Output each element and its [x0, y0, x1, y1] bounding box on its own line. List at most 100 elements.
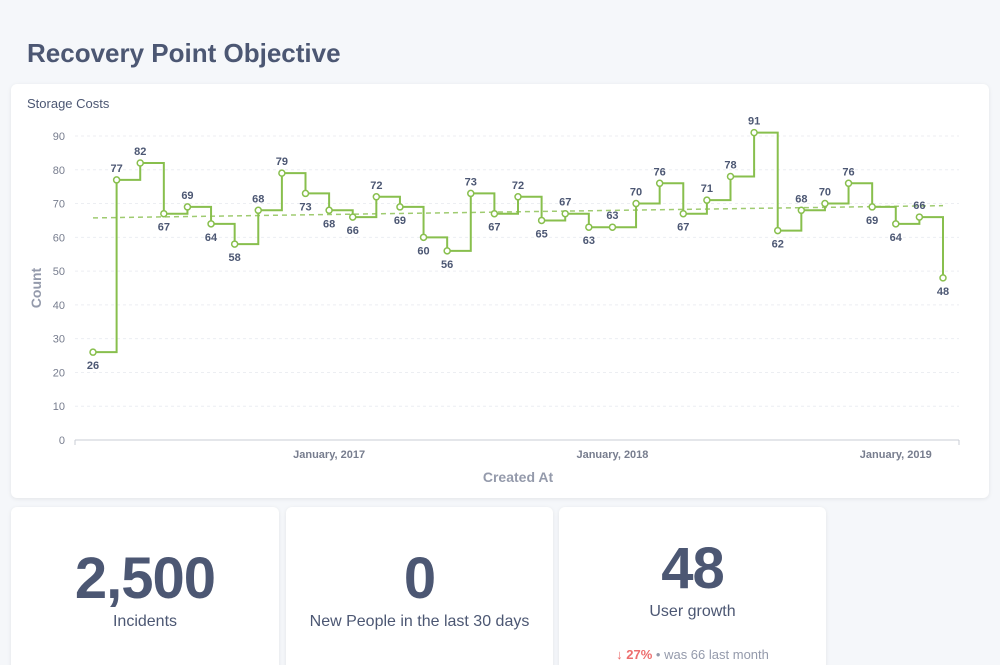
data-label: 58 [229, 252, 241, 264]
data-point [679, 209, 688, 218]
data-label: 73 [299, 201, 311, 213]
data-point [325, 206, 333, 215]
data-point [183, 203, 192, 211]
data-point [915, 213, 924, 221]
data-label: 91 [748, 116, 760, 128]
data-point [703, 196, 711, 204]
data-point [396, 203, 404, 211]
data-label: 72 [512, 180, 524, 192]
data-point [561, 209, 569, 218]
y-tick-label: 10 [53, 401, 65, 413]
scalar-label: New People in the last 30 days [309, 613, 530, 630]
data-point [726, 172, 735, 181]
data-point [443, 247, 451, 255]
data-point [254, 206, 263, 215]
data-point [632, 199, 640, 208]
data-point [750, 128, 758, 137]
data-point [372, 193, 381, 201]
chart-card: Storage Costs 0 10 20 30 40 50 60 70 80 90 January… [11, 84, 989, 498]
trend-previous: was 66 [664, 647, 706, 662]
data-point [136, 159, 144, 167]
scalar-card-new-people[interactable]: 0 New People in the last 30 days [286, 507, 553, 665]
x-tick-label: January, 2017 [293, 449, 365, 461]
scalar-label: Incidents [112, 613, 178, 630]
data-point [301, 189, 310, 198]
scalar-card-user-growth[interactable]: 48 User growth ↓ 27% • was 66 last month [559, 507, 826, 665]
data-point [939, 274, 947, 282]
step-line-chart[interactable]: 0 10 20 30 40 50 60 70 80 90 January, 2017 January,… [11, 84, 989, 498]
data-label: 78 [724, 160, 736, 172]
y-tick-label: 80 [53, 165, 65, 177]
data-point [112, 176, 121, 184]
data-label: 70 [819, 187, 831, 199]
data-label: 67 [559, 197, 571, 209]
data-point [419, 233, 428, 242]
data-label: 63 [606, 210, 618, 222]
data-point [537, 216, 546, 225]
data-label: 67 [488, 222, 500, 234]
data-point [160, 209, 168, 218]
scalar-label: User growth [649, 603, 736, 620]
y-tick-label: 0 [59, 435, 65, 447]
scalar-value: 0 [403, 546, 436, 611]
y-tick-label: 40 [53, 300, 65, 312]
scalar-card-incidents[interactable]: 2,500 Incidents [11, 507, 279, 665]
data-point [230, 240, 239, 248]
data-label: 73 [465, 176, 477, 188]
data-point [514, 193, 522, 201]
data-point [207, 220, 215, 228]
data-label: 69 [866, 215, 878, 227]
data-label: 68 [252, 193, 264, 205]
data-point [348, 213, 357, 221]
data-label: 69 [394, 215, 406, 227]
arrow-down-icon: ↓ [616, 647, 623, 662]
data-label: 71 [701, 183, 713, 195]
data-point [797, 206, 806, 215]
data-label: 56 [441, 259, 453, 271]
x-tick-label: January, 2019 [860, 449, 932, 461]
data-label: 67 [158, 222, 170, 234]
data-label: 82 [134, 146, 146, 158]
data-point [773, 226, 782, 235]
data-label: 76 [842, 166, 854, 178]
data-point [655, 179, 664, 188]
data-point [490, 209, 499, 218]
data-label: 70 [630, 187, 642, 199]
data-label: 68 [323, 218, 335, 230]
data-label: 64 [890, 232, 903, 244]
trend-row: ↓ 27% • was 66 last month [559, 647, 826, 662]
page-title: Recovery Point Objective [27, 38, 341, 68]
trend-percent: 27% [626, 647, 653, 662]
data-point [868, 203, 876, 211]
data-point [821, 199, 829, 208]
trend-separator: • [655, 647, 661, 662]
data-point [892, 220, 900, 228]
data-label: 48 [937, 286, 949, 298]
data-point [608, 223, 617, 231]
data-label: 64 [205, 232, 218, 244]
data-label: 79 [276, 156, 288, 168]
data-label: 72 [370, 180, 382, 192]
data-label: 76 [654, 166, 666, 178]
y-tick-label: 70 [53, 199, 65, 211]
data-point [89, 348, 97, 356]
chart-card-title[interactable]: Storage Costs [27, 96, 110, 111]
y-tick-label: 30 [53, 334, 65, 346]
data-point [278, 169, 286, 177]
y-tick-label: 20 [53, 367, 65, 379]
data-point [585, 223, 593, 231]
data-label: 65 [535, 228, 547, 240]
scalar-value: 48 [661, 536, 725, 601]
data-label: 68 [795, 193, 807, 205]
y-tick-label: 90 [53, 131, 65, 143]
data-point [467, 189, 475, 198]
data-label: 66 [347, 225, 359, 237]
y-tick-label: 60 [53, 232, 65, 244]
data-label: 66 [913, 200, 925, 212]
data-label: 62 [772, 239, 784, 251]
data-label: 69 [181, 190, 193, 202]
data-point [844, 179, 853, 188]
data-label: 77 [110, 163, 122, 175]
x-tick-label: January, 2018 [576, 449, 648, 461]
scalar-value: 2,500 [74, 546, 216, 611]
